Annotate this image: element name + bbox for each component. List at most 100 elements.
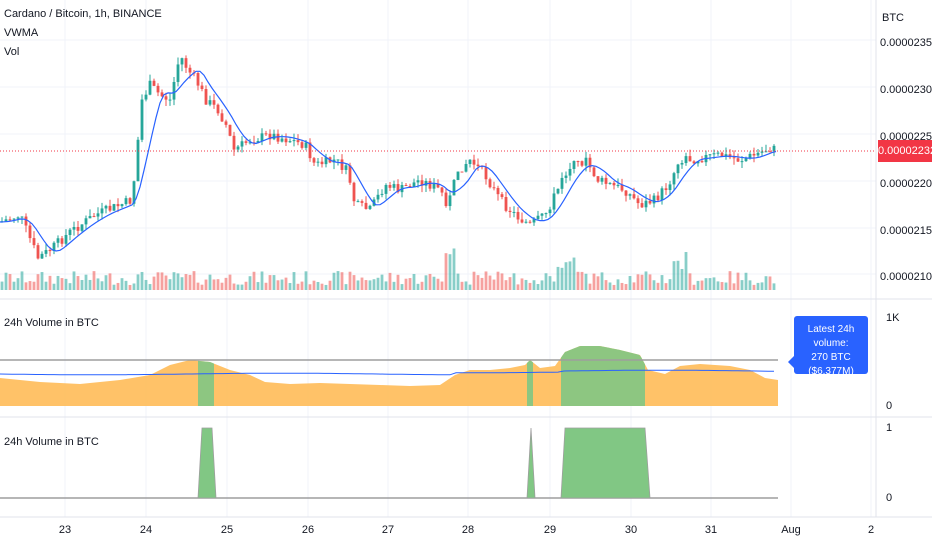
volume-bar [40,272,44,290]
volume-bar [292,272,296,290]
time-tick: 24 [139,524,153,536]
volume-bar [56,275,60,290]
pane2-tick-max: 1K [886,312,900,324]
time-tick: 29 [543,524,557,536]
volume-bar [44,281,48,290]
candle-body [52,242,56,252]
candle-body [536,215,540,220]
candle-body [564,175,568,178]
volume-bar [668,279,672,290]
volume-bar [616,279,620,290]
volume-bar [632,282,636,290]
pane2-label[interactable]: 24h Volume in BTC [4,317,99,329]
volume-bar [724,282,728,290]
candle-body [240,141,244,147]
volume-bar [564,262,568,290]
candle-body [592,167,596,177]
candle-body [200,85,204,90]
volume-bar [320,283,324,290]
volume-bar [256,282,260,290]
symbol-title[interactable]: Cardano / Bitcoin, 1h, BINANCE [4,8,162,20]
volume-bar [100,281,104,290]
candle-body [248,142,252,144]
volume-bar [600,272,604,290]
vol-legend[interactable]: Vol [4,46,20,58]
volume-bar [4,272,8,290]
volume-bar [88,279,92,290]
candle-body [768,151,772,153]
vwma-legend[interactable]: VWMA [4,27,39,39]
volume-bar [468,284,472,290]
signal-block-2 [526,427,536,499]
candle-body [472,159,476,165]
volume-bar [356,280,360,290]
candle-body [288,141,292,143]
pane3-tick-zero: 0 [886,492,893,504]
candle-body [736,158,740,162]
volume-bar [684,252,688,290]
time-tick: Aug [781,524,801,536]
candle-body [640,203,644,208]
candle-body [100,208,104,214]
candle-body [732,157,736,159]
candle-body [404,185,408,187]
candle-body [504,197,508,211]
volume-bar [664,283,668,290]
volume-bar [456,273,460,290]
volume-bar [384,281,388,290]
candle-body [740,161,744,163]
volume-bar [144,279,148,290]
candle-body [376,194,380,200]
volume-bar [284,277,288,290]
volume-bar [460,281,464,290]
candle-body [676,164,680,174]
volume-bar [696,280,700,290]
volume-bars [0,248,776,290]
volume-bar [712,277,716,290]
volume-bar [416,283,420,290]
volume-bar [180,277,184,290]
average-line [0,369,775,376]
volume-bar [196,282,200,290]
candle-body [756,152,760,156]
candle-body [684,156,688,164]
candle-body [544,213,548,215]
candle-body [104,205,108,209]
candle-body [284,138,288,143]
candle-body [420,180,424,186]
volume-bar [272,275,276,290]
callout-line-1: Latest 24h volume: [807,324,855,349]
candle-body [604,177,608,184]
candle-body [496,187,500,195]
candle-body [428,181,432,189]
candle-body [236,146,240,150]
candle-body [612,182,616,186]
candle-body [484,167,488,180]
volume-bar [336,271,340,290]
volume-bar [372,279,376,290]
signal-block-3 [560,427,651,499]
candle-body [396,184,400,193]
volume-bar [688,273,692,290]
volume-bar [220,282,224,290]
volume-bar [276,280,280,290]
volume-bar [104,275,108,290]
candle-body [616,184,620,186]
volume-bar [748,280,752,290]
candle-body [528,221,532,223]
volume-bar [24,282,28,290]
volume-bar [588,283,592,290]
volume-bar [92,271,96,290]
candle-body [552,193,556,210]
volume-bar [620,282,624,290]
candle-body [532,219,536,223]
pane3-label[interactable]: 24h Volume in BTC [4,436,99,448]
candle-body [524,221,528,223]
candle-body [608,182,612,184]
candle-body [212,100,216,105]
volume-bar [308,284,312,290]
volume-bar [708,278,712,290]
volume-bar [32,281,36,290]
volume-bar [596,276,600,290]
